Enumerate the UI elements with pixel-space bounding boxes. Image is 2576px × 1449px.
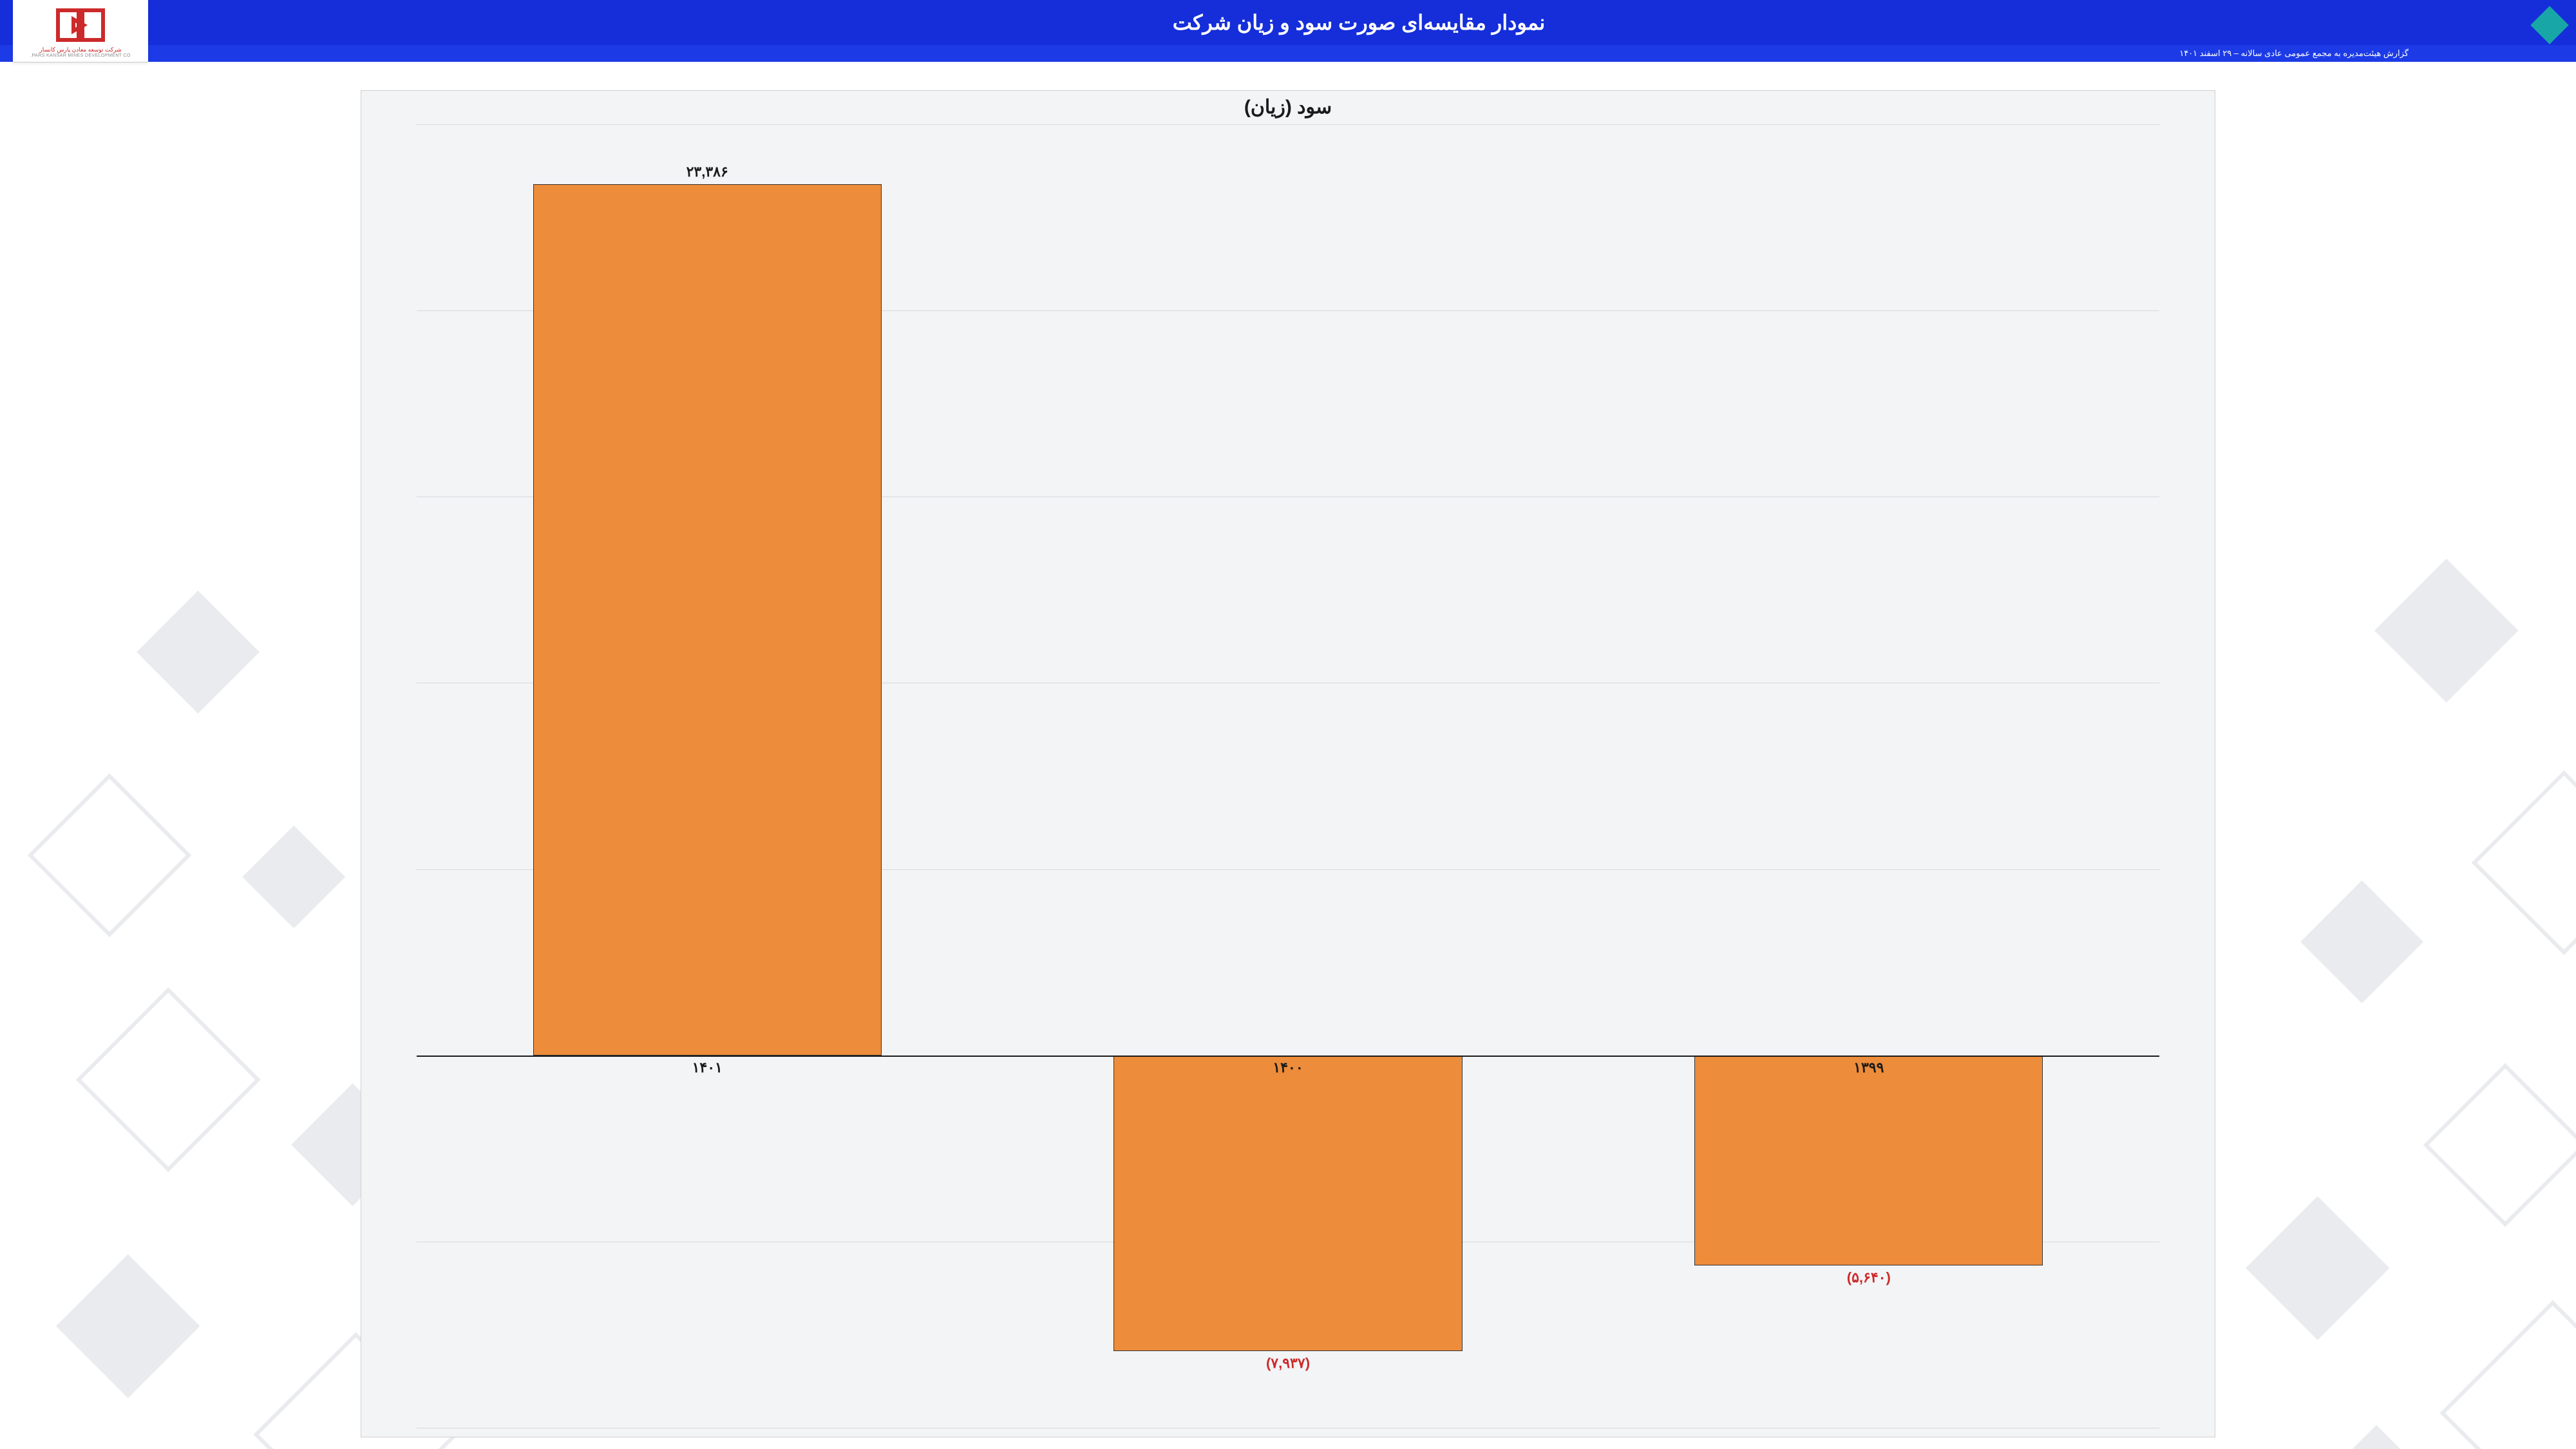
decor-diamond — [243, 826, 345, 928]
decor-diamond — [2472, 770, 2576, 954]
decor-diamond — [2423, 1063, 2576, 1227]
decor-diamond — [2246, 1196, 2389, 1340]
value-label: (۵,۶۴۰) — [1847, 1269, 1891, 1286]
decor-diamond — [76, 987, 260, 1171]
value-label: (۷,۹۳۷) — [1266, 1355, 1310, 1372]
decor-diamond — [28, 773, 192, 937]
bar — [1113, 1056, 1462, 1351]
logo-icon — [52, 6, 109, 44]
slide: نمودار مقایسه‌ای صورت سود و زیان شرکت گز… — [0, 0, 2576, 1449]
bar — [533, 184, 882, 1055]
subtitle-text: گزارش هیئت‌مدیره به مجمع عمومی عادی سالا… — [2179, 48, 2409, 59]
decor-diamond — [2295, 1425, 2459, 1449]
logo-text-fa: شرکت توسعه معادن پارس کانسار — [21, 46, 140, 53]
page-title: نمودار مقایسه‌ای صورت سود و زیان شرکت — [167, 10, 2550, 35]
chart-title: سود (زیان) — [361, 96, 2215, 118]
plot-area: ۱۳۹۹ (۵,۶۴۰) ۱۴۰۰ (۷,۹۳۷) ۱۴۰۱ ۲۳,۳۸۶ — [417, 124, 2159, 1428]
header: نمودار مقایسه‌ای صورت سود و زیان شرکت گز… — [0, 0, 2576, 62]
profit-loss-chart: سود (زیان) ۱۳۹۹ (۵,۶۴۰) ۱۴۰۰ (۷,۹۳۷) ۱۴۰۱ ۲۳,… — [361, 90, 2215, 1437]
subtitle-bar: گزارش هیئت‌مدیره به مجمع عمومی عادی سالا… — [0, 45, 2576, 62]
category-label: ۱۳۹۹ — [1853, 1059, 1884, 1076]
decor-diamond — [2374, 558, 2518, 702]
category-label: ۱۴۰۰ — [1273, 1059, 1303, 1076]
chart-container: سود (زیان) ۱۳۹۹ (۵,۶۴۰) ۱۴۰۰ (۷,۹۳۷) ۱۴۰۱ ۲۳,… — [361, 90, 2215, 1437]
decor-diamond — [137, 591, 260, 714]
title-bar: نمودار مقایسه‌ای صورت سود و زیان شرکت — [0, 0, 2576, 45]
zero-axis — [417, 1056, 2159, 1057]
value-label: ۲۳,۳۸۶ — [687, 164, 728, 180]
decor-diamond — [2440, 1300, 2576, 1449]
decor-diamond — [56, 1254, 200, 1397]
logo-text-en: PARS KANSAR MINES DEVELOPMENT CO. — [21, 53, 140, 58]
decor-diamond — [2300, 880, 2423, 1003]
category-label: ۱۴۰۱ — [692, 1059, 723, 1076]
logo: شرکت توسعه معادن پارس کانسار PARS KANSAR… — [13, 0, 148, 62]
bar — [1694, 1056, 2043, 1265]
gridline — [417, 124, 2159, 125]
